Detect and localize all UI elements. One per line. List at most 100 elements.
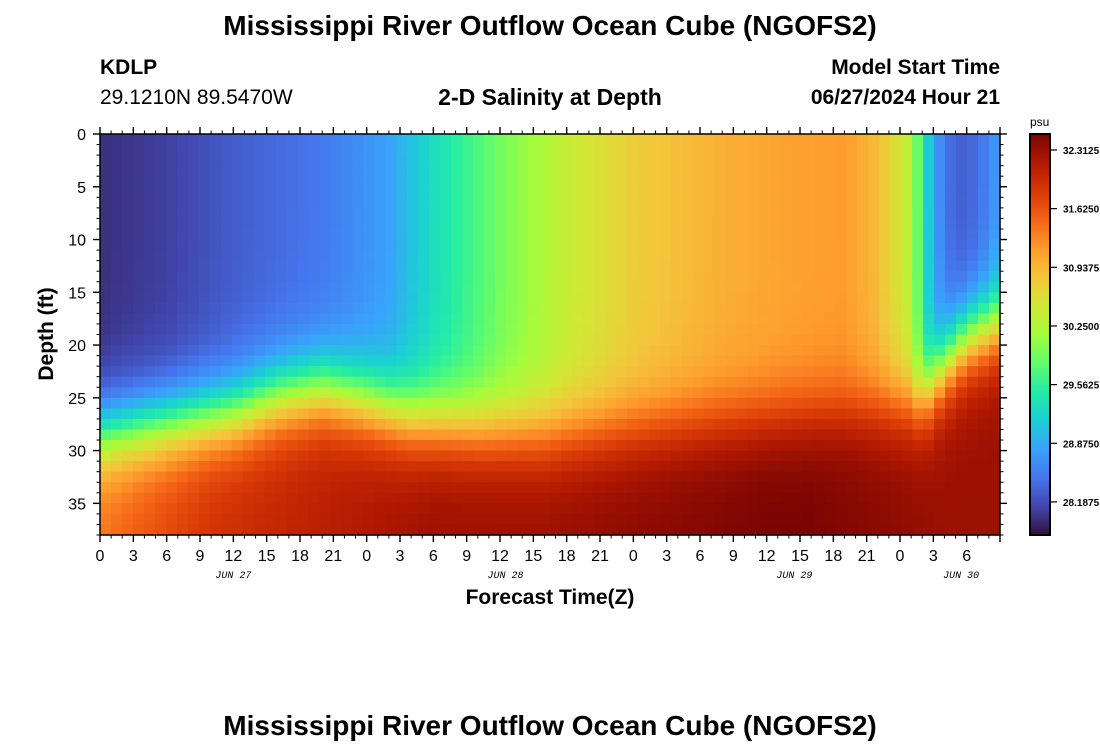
heatmap-cell: [363, 292, 375, 304]
heatmap-cell: [659, 176, 672, 188]
heatmap-cell: [582, 271, 595, 283]
heatmap-cell: [802, 482, 815, 494]
heatmap-cell: [341, 207, 354, 220]
heatmap-cell: [154, 134, 167, 146]
heatmap-cell: [604, 207, 617, 220]
heatmap-cell: [868, 524, 880, 536]
heatmap-cell: [725, 387, 738, 399]
x-tick-label: 12: [224, 548, 242, 565]
y-tick-label: 0: [77, 127, 86, 144]
heatmap-cell: [802, 418, 815, 431]
heatmap-cell: [813, 387, 825, 399]
heatmap-cell: [473, 513, 485, 526]
heatmap-cell: [176, 418, 189, 431]
heatmap-cell: [604, 155, 617, 167]
heatmap-cell: [615, 218, 628, 230]
heatmap-cell: [945, 418, 957, 431]
heatmap-cell: [582, 397, 595, 409]
heatmap-cell: [824, 471, 836, 483]
heatmap-cell: [846, 503, 858, 515]
heatmap-cell: [341, 260, 354, 272]
heatmap-cell: [231, 440, 244, 452]
heatmap-cell: [396, 503, 408, 515]
heatmap-cell: [791, 165, 804, 177]
heatmap-cell: [692, 313, 705, 325]
heatmap-cell: [100, 197, 112, 209]
heatmap-cell: [484, 524, 496, 536]
heatmap-cell: [495, 461, 507, 473]
heatmap-cell: [143, 281, 156, 293]
heatmap-cell: [242, 429, 255, 441]
heatmap-cell: [967, 197, 979, 209]
heatmap-cell: [780, 471, 793, 483]
heatmap-cell: [352, 281, 365, 293]
heatmap-cell: [187, 228, 200, 241]
heatmap-cell: [286, 503, 299, 515]
heatmap-cell: [297, 165, 310, 177]
heatmap-cell: [165, 355, 178, 367]
heatmap-cell: [165, 440, 178, 452]
heatmap-cell: [582, 492, 595, 504]
heatmap-cell: [626, 313, 639, 325]
heatmap-cell: [956, 271, 968, 283]
heatmap-cell: [440, 239, 452, 251]
heatmap-cell: [396, 387, 408, 399]
heatmap-cell: [363, 144, 375, 156]
heatmap-cell: [198, 260, 211, 272]
heatmap-cell: [440, 366, 452, 378]
heatmap-cell: [319, 197, 332, 209]
heatmap-cell: [363, 186, 375, 198]
heatmap-cell: [824, 323, 836, 336]
heatmap-cell: [626, 144, 639, 156]
heatmap-cell: [659, 387, 672, 399]
heatmap-cell: [286, 450, 299, 462]
heatmap-cell: [824, 366, 836, 378]
heatmap-cell: [176, 450, 189, 462]
heatmap-cell: [945, 376, 957, 388]
heatmap-cell: [890, 355, 902, 367]
heatmap-cell: [934, 524, 946, 536]
heatmap-cell: [100, 440, 112, 452]
heatmap-cell: [539, 461, 551, 473]
heatmap-cell: [956, 239, 968, 251]
heatmap-cell: [989, 155, 1001, 167]
heatmap-cell: [220, 271, 233, 283]
heatmap-cell: [802, 440, 815, 452]
heatmap-cell: [110, 345, 123, 357]
heatmap-cell: [670, 207, 683, 220]
heatmap-cell: [846, 144, 858, 156]
heatmap-cell: [648, 461, 661, 473]
heatmap-cell: [440, 471, 452, 483]
heatmap-cell: [187, 408, 200, 420]
heatmap-cell: [132, 513, 145, 526]
heatmap-cell: [560, 334, 573, 346]
heatmap-cell: [165, 408, 178, 420]
heatmap-cell: [868, 440, 880, 452]
heatmap-cell: [198, 176, 211, 188]
heatmap-cell: [154, 429, 167, 441]
heatmap-cell: [121, 186, 134, 198]
colorbar-tick-label: 30.9375: [1063, 263, 1100, 274]
heatmap-cell: [429, 186, 441, 198]
heatmap-cell: [604, 408, 617, 420]
heatmap-cell: [275, 292, 288, 304]
heatmap-cell: [506, 271, 518, 283]
heatmap-cell: [319, 250, 332, 262]
heatmap-cell: [341, 323, 354, 336]
heatmap-cell: [418, 186, 430, 198]
heatmap-cell: [165, 503, 178, 515]
heatmap-cell: [615, 503, 628, 515]
heatmap-cell: [396, 450, 408, 462]
colorbar-tick-label: 32.3125: [1063, 146, 1100, 157]
heatmap-cell: [429, 165, 441, 177]
heatmap-cell: [659, 155, 672, 167]
heatmap-cell: [604, 492, 617, 504]
heatmap-cell: [747, 492, 760, 504]
heatmap-cell: [879, 418, 891, 431]
heatmap-cell: [780, 260, 793, 272]
heatmap-cell: [352, 134, 365, 146]
heatmap-cell: [835, 334, 847, 346]
heatmap-cell: [857, 250, 869, 262]
heatmap-cell: [110, 313, 123, 325]
heatmap-cell: [363, 355, 375, 367]
